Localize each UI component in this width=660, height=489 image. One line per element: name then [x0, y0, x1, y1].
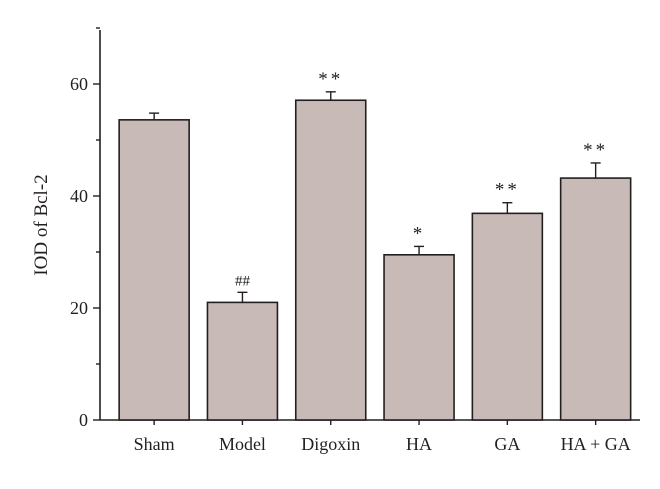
error-bar	[590, 162, 601, 179]
x-tick-label: HA	[406, 434, 432, 454]
x-tick-label: Sham	[134, 434, 175, 454]
significance-mark: **	[583, 140, 608, 161]
significance-mark: **	[495, 180, 520, 201]
error-bars	[149, 91, 601, 303]
error-bar	[502, 202, 513, 214]
significance-annotations: ##*******	[235, 69, 608, 289]
y-axis-label: IOD of Bcl-2	[31, 174, 52, 275]
y-tick-label: 60	[70, 74, 88, 94]
x-tick-label: Model	[219, 434, 266, 454]
y-tick-labels: 0 20 40 60	[70, 74, 88, 430]
x-tick-label: GA	[494, 434, 520, 454]
significance-mark: ##	[235, 273, 251, 289]
y-tick-label: 20	[70, 298, 88, 318]
bar-ha	[383, 254, 455, 421]
x-tick-labels: Sham Model Digoxin HA GA HA + GA	[134, 434, 631, 454]
significance-mark: **	[318, 69, 343, 90]
error-bar	[149, 112, 160, 120]
x-tick-label: HA + GA	[561, 434, 631, 454]
bar-digoxin	[294, 99, 367, 421]
axes	[93, 27, 640, 425]
x-tick-label: Digoxin	[301, 434, 360, 454]
error-bar	[325, 91, 336, 101]
error-bar	[414, 245, 425, 255]
bar-ga	[471, 212, 544, 421]
y-tick-label: 0	[79, 410, 88, 430]
error-bar	[237, 291, 248, 303]
y-tick-label: 40	[70, 186, 88, 206]
bar-ha-ga	[559, 177, 632, 421]
bar-sham	[118, 119, 190, 421]
bars	[118, 99, 632, 421]
bar-model	[206, 301, 279, 421]
significance-mark: *	[413, 223, 426, 244]
